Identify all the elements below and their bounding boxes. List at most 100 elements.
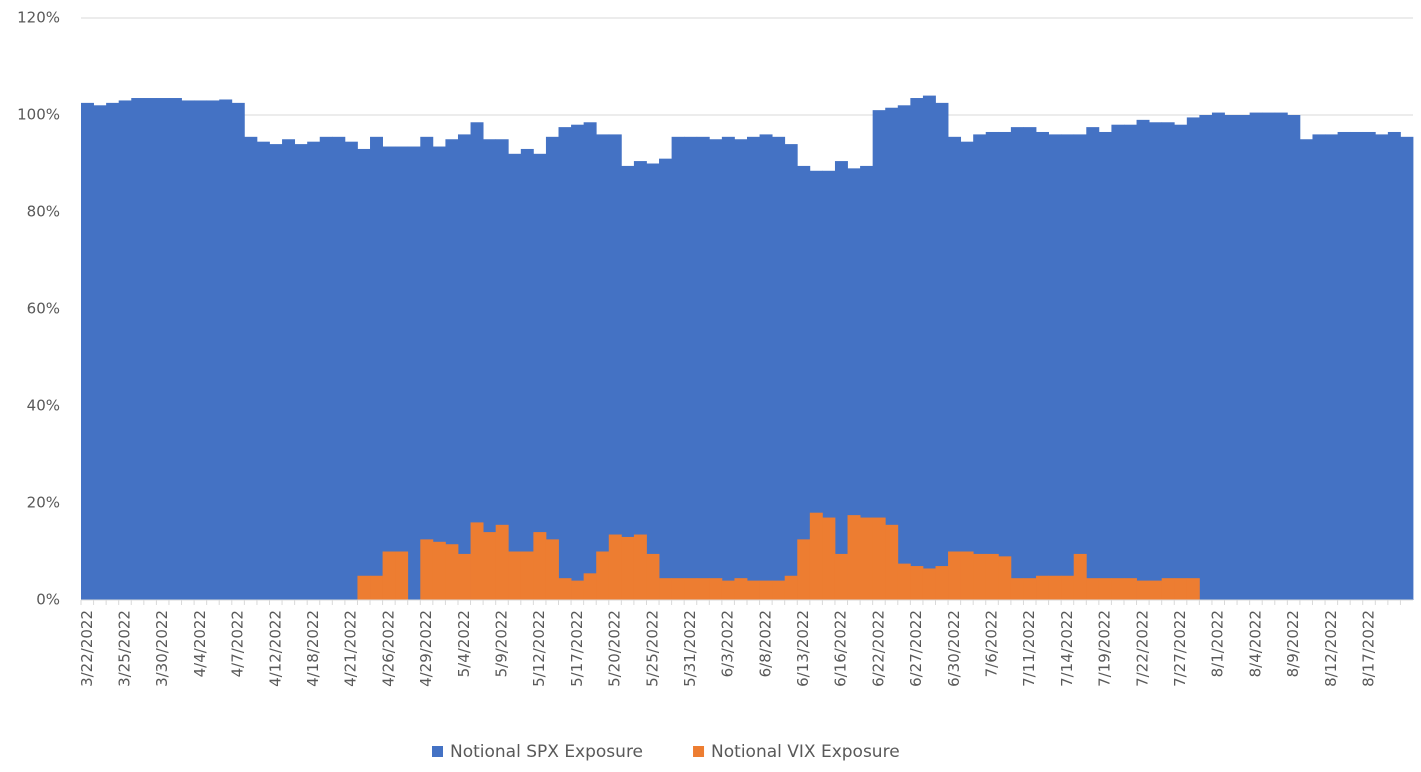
- bar: [721, 136, 735, 600]
- bar: [784, 144, 798, 600]
- bar: [948, 136, 962, 600]
- bar: [432, 146, 446, 600]
- bar: [1048, 575, 1062, 600]
- x-tick-label: 4/18/2022: [304, 610, 322, 687]
- bar: [960, 551, 974, 600]
- bar: [470, 122, 484, 601]
- bar: [93, 105, 107, 601]
- x-tick-label: 6/8/2022: [756, 610, 774, 677]
- x-tick-label: 5/9/2022: [492, 610, 510, 677]
- bar: [231, 102, 245, 600]
- bar: [1111, 124, 1125, 600]
- bar: [847, 515, 861, 600]
- bar: [1098, 131, 1112, 600]
- bar: [181, 100, 195, 600]
- x-tick-label: 4/21/2022: [342, 610, 360, 687]
- bar: [282, 139, 296, 600]
- x-tick-label: 6/30/2022: [945, 610, 963, 687]
- bar: [520, 148, 534, 600]
- bar: [1036, 131, 1049, 600]
- bar: [646, 553, 660, 600]
- bar: [1337, 131, 1351, 600]
- bar: [1274, 112, 1288, 600]
- x-tick-label: 5/25/2022: [643, 610, 661, 687]
- bar: [621, 536, 635, 600]
- x-tick-label: 5/17/2022: [568, 610, 586, 687]
- bar: [822, 170, 836, 600]
- bar: [1073, 134, 1087, 600]
- y-tick-label: 60%: [27, 300, 60, 318]
- bar: [294, 144, 308, 600]
- bar: [809, 512, 823, 600]
- bar: [344, 141, 358, 601]
- bar: [872, 110, 886, 601]
- bar: [1073, 553, 1087, 600]
- bar: [520, 551, 534, 600]
- bar: [533, 153, 547, 601]
- x-tick-label: 5/20/2022: [606, 610, 624, 687]
- bar: [1123, 124, 1137, 600]
- bar: [244, 136, 258, 600]
- bar: [168, 98, 182, 601]
- bar: [684, 136, 698, 600]
- bar: [659, 578, 673, 600]
- bar: [1174, 124, 1188, 600]
- bar: [633, 534, 647, 600]
- bar: [370, 136, 383, 600]
- bar: [1387, 131, 1401, 600]
- bar: [256, 141, 270, 601]
- bar: [872, 517, 886, 600]
- bar: [797, 165, 811, 601]
- bar: [608, 534, 622, 600]
- bar: [432, 541, 446, 600]
- bar: [81, 102, 94, 600]
- x-tick-label: 6/27/2022: [907, 610, 925, 687]
- bar: [910, 566, 924, 600]
- bar: [809, 170, 823, 600]
- bar: [747, 136, 760, 600]
- bar: [407, 146, 421, 600]
- bar: [834, 553, 848, 600]
- bar: [646, 163, 660, 600]
- bar: [998, 556, 1012, 600]
- bar: [1262, 112, 1276, 600]
- bar: [156, 98, 170, 601]
- bar: [194, 100, 208, 600]
- bar: [985, 131, 999, 600]
- x-tick-label: 7/6/2022: [983, 610, 1001, 677]
- bar: [596, 134, 610, 600]
- bar: [684, 578, 698, 600]
- bar: [106, 102, 120, 600]
- bar: [709, 139, 723, 600]
- bar: [1362, 131, 1376, 600]
- bar: [734, 139, 748, 600]
- x-tick-label: 4/26/2022: [379, 610, 397, 687]
- x-tick-label: 7/11/2022: [1020, 610, 1038, 687]
- bar: [1312, 134, 1326, 600]
- x-tick-label: 5/12/2022: [530, 610, 548, 687]
- bar: [583, 122, 597, 601]
- bar: [1086, 127, 1100, 600]
- bar: [470, 522, 484, 600]
- bar: [1249, 112, 1263, 600]
- bar: [759, 580, 773, 600]
- bar: [269, 144, 283, 600]
- x-tick-label: 6/13/2022: [794, 610, 812, 687]
- bar: [420, 136, 434, 600]
- bar: [897, 105, 911, 601]
- bar: [1010, 127, 1024, 600]
- bar: [118, 100, 132, 600]
- x-tick-label: 8/17/2022: [1360, 610, 1378, 687]
- y-tick-label: 80%: [27, 203, 60, 221]
- bar: [571, 580, 585, 600]
- bar: [545, 136, 559, 600]
- y-tick-label: 100%: [17, 106, 60, 124]
- bar: [1010, 578, 1024, 600]
- bar: [1174, 578, 1188, 600]
- x-tick-label: 4/12/2022: [266, 610, 284, 687]
- bar: [822, 517, 836, 600]
- bar: [608, 134, 622, 600]
- bar: [332, 136, 346, 600]
- bar: [1086, 578, 1100, 600]
